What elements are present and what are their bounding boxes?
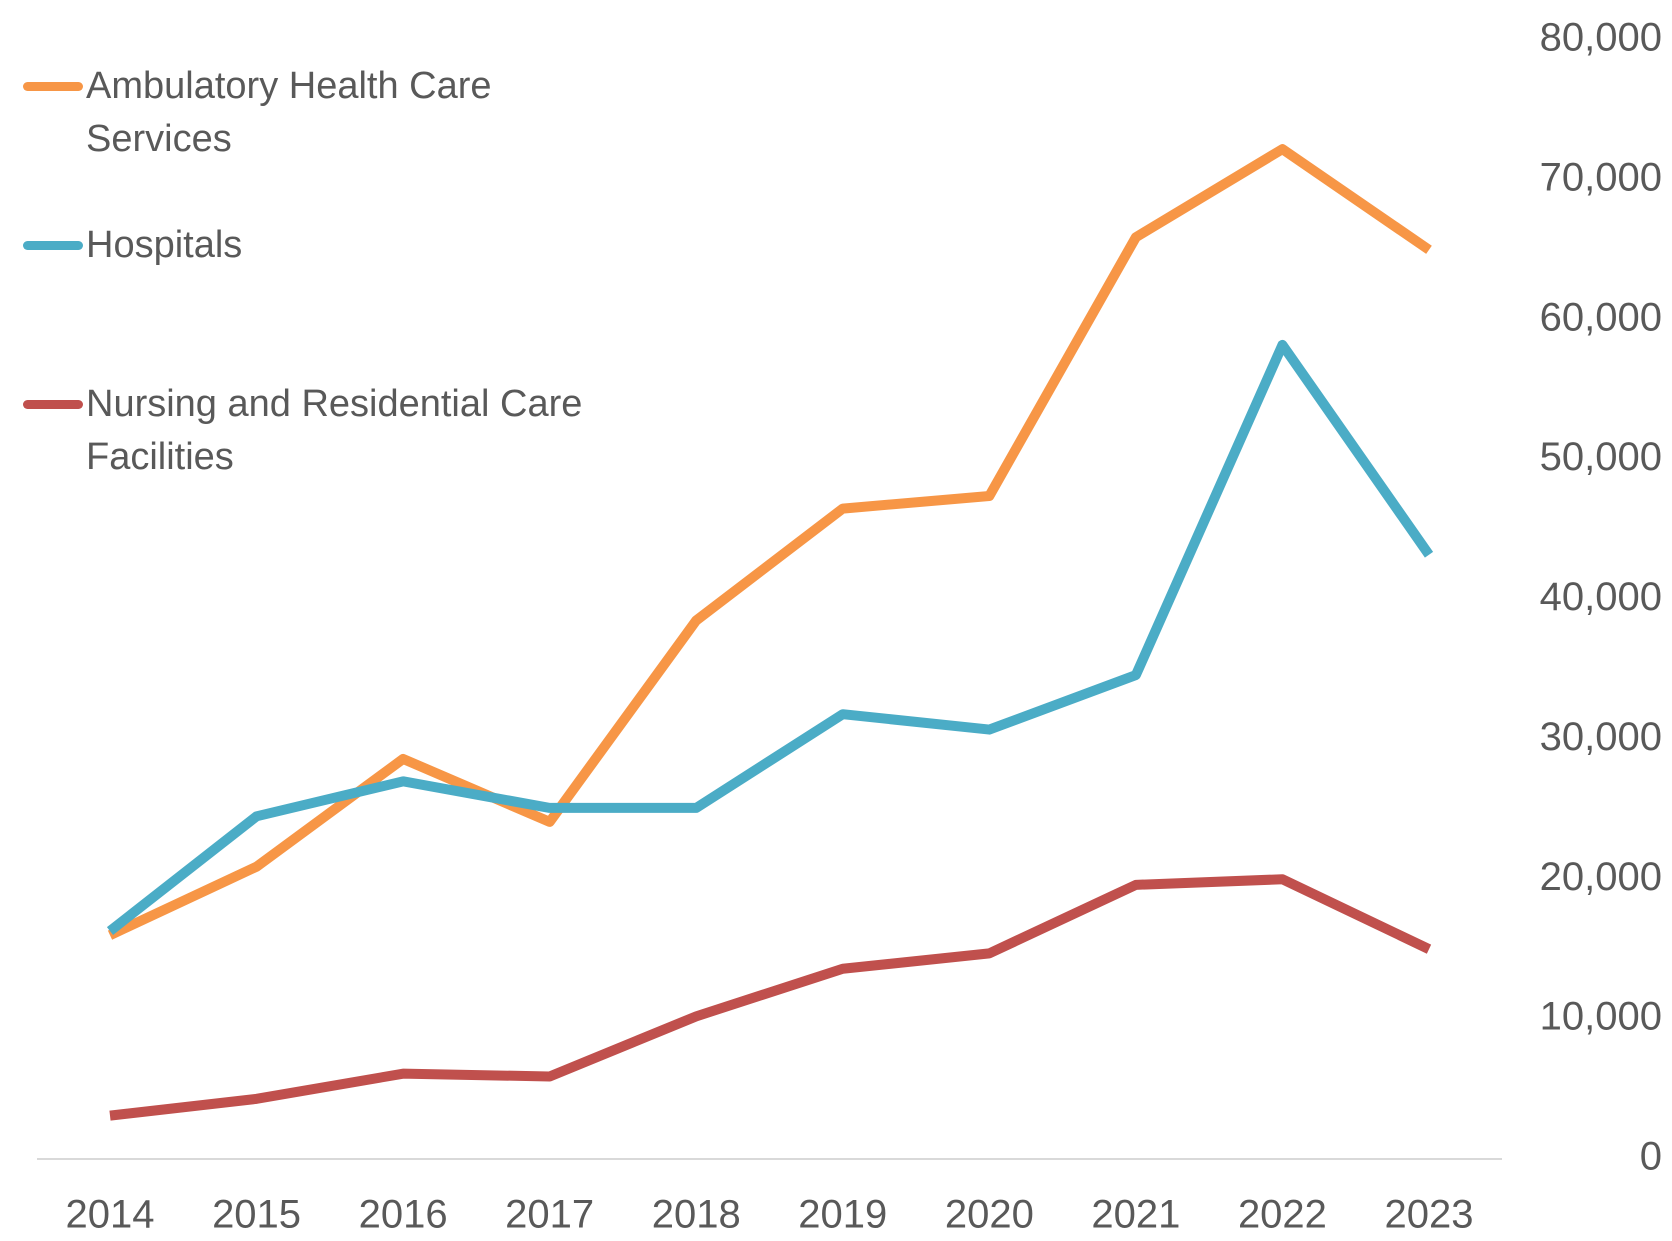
- legend-swatch: [23, 241, 83, 250]
- y-tick-label: 0: [1640, 1135, 1662, 1179]
- y-tick-label: 30,000: [1540, 715, 1662, 759]
- x-tick-label: 2017: [505, 1193, 594, 1237]
- y-tick-label: 40,000: [1540, 575, 1662, 619]
- x-tick-label: 2021: [1091, 1193, 1180, 1237]
- x-tick-label: 2022: [1238, 1193, 1327, 1237]
- x-tick-label: 2014: [66, 1193, 155, 1237]
- line-series: [107, 144, 1432, 940]
- x-tick-label: 2019: [798, 1193, 887, 1237]
- line-series: [106, 339, 1434, 935]
- x-tick-label: 2023: [1385, 1193, 1474, 1237]
- line-series: [109, 874, 1432, 1121]
- x-tick-label: 2016: [359, 1193, 448, 1237]
- legend-label: Nursing and Residential Care Facilities: [86, 383, 583, 478]
- y-tick-label: 70,000: [1540, 155, 1662, 199]
- legend-label: Hospitals: [86, 224, 243, 266]
- legend-swatch: [23, 400, 83, 409]
- x-tick-label: 2018: [652, 1193, 741, 1237]
- x-tick-label: 2015: [212, 1193, 301, 1237]
- y-tick-label: 20,000: [1540, 855, 1662, 899]
- y-tick-label: 50,000: [1540, 435, 1662, 479]
- y-tick-label: 80,000: [1540, 16, 1662, 60]
- y-tick-label: 10,000: [1540, 995, 1662, 1039]
- y-tick-label: 60,000: [1540, 295, 1662, 339]
- legend-label: Ambulatory Health Care Services: [86, 65, 492, 160]
- legend-swatch: [23, 82, 83, 91]
- x-tick-label: 2020: [945, 1193, 1034, 1237]
